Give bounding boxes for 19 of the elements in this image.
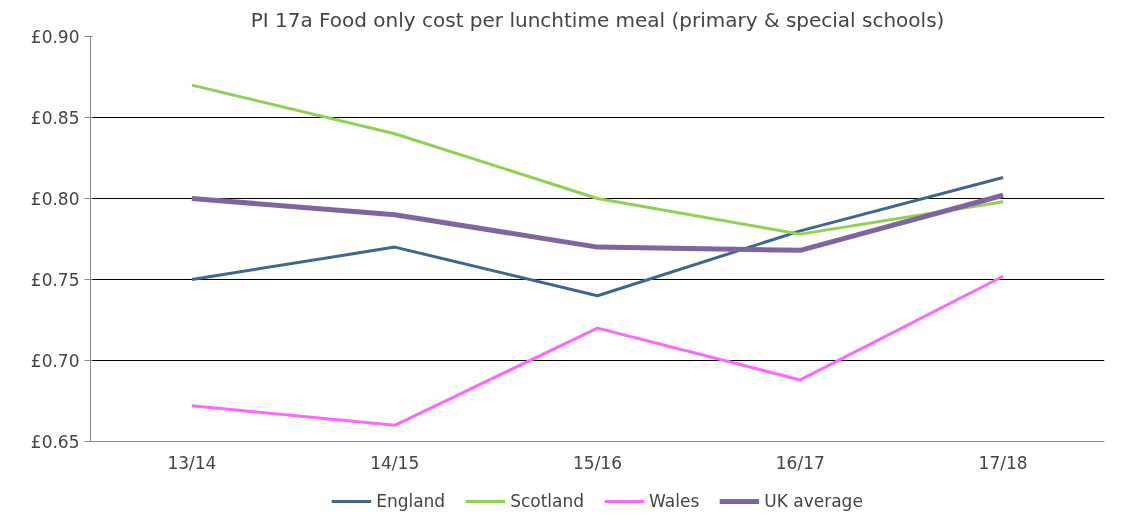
- legend-label: Wales: [649, 491, 700, 511]
- x-tick-label: 17/18: [978, 452, 1028, 473]
- y-tick-label: £0.80: [30, 188, 80, 209]
- line-series: [190, 274, 1005, 427]
- x-tick-label: 15/16: [573, 452, 622, 473]
- legend-label: Scotland: [510, 491, 585, 511]
- x-tick-label: 16/17: [775, 452, 825, 473]
- y-tick-label: £0.65: [30, 431, 80, 452]
- y-tick-label: £0.70: [30, 350, 80, 371]
- line-series: [190, 83, 1005, 236]
- legend-label: England: [376, 491, 446, 511]
- y-tick-label: £0.75: [30, 269, 80, 290]
- line-series: [190, 175, 1005, 298]
- legend-label: UK average: [764, 491, 863, 511]
- x-tick-label: 14/15: [370, 452, 420, 473]
- y-tick-label: £0.85: [30, 107, 80, 128]
- y-tick-label: £0.90: [30, 26, 80, 47]
- x-tick-label: 13/14: [167, 452, 217, 473]
- chart-title: PI 17a Food only cost per lunchtime meal (primary & special schools): [250, 7, 945, 32]
